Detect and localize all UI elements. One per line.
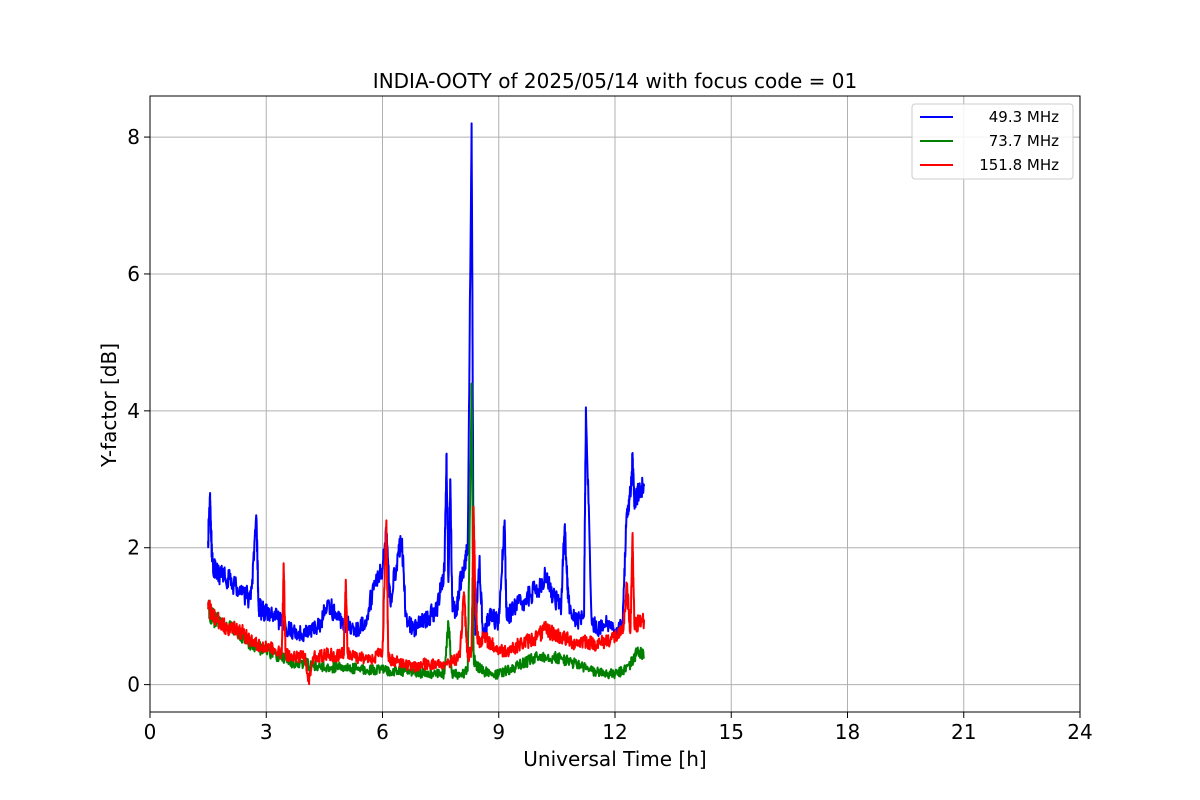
x-tick-label: 6 bbox=[376, 720, 389, 744]
y-tick-label: 4 bbox=[127, 399, 140, 423]
y-tick-label: 2 bbox=[127, 536, 140, 560]
series-line bbox=[207, 122, 646, 643]
x-tick-label: 9 bbox=[492, 720, 505, 744]
x-axis-label: Universal Time [h] bbox=[523, 747, 706, 771]
x-tick-label: 21 bbox=[951, 720, 976, 744]
legend-box bbox=[911, 103, 1074, 180]
series-layer bbox=[207, 122, 646, 686]
x-tick-label: 15 bbox=[719, 720, 744, 744]
x-axis-ticks: 0 3 6 9 12 15 18 21 24 bbox=[144, 712, 1093, 744]
y-tick-label: 0 bbox=[127, 673, 140, 697]
legend-label: 49.3 MHz bbox=[989, 108, 1059, 126]
chart-title: INDIA-OOTY of 2025/05/14 with focus code… bbox=[373, 69, 857, 93]
legend-label: 151.8 MHz bbox=[979, 156, 1059, 174]
y-axis-ticks: 0 2 4 6 8 bbox=[127, 125, 150, 697]
y-tick-label: 6 bbox=[127, 262, 140, 286]
series-line bbox=[207, 505, 646, 686]
legend-label: 73.7 MHz bbox=[989, 132, 1059, 150]
legend: 49.3 MHz 73.7 MHz 151.8 MHz bbox=[911, 103, 1074, 180]
x-tick-label: 12 bbox=[602, 720, 627, 744]
x-tick-label: 3 bbox=[260, 720, 273, 744]
y-tick-label: 8 bbox=[127, 125, 140, 149]
x-tick-label: 24 bbox=[1067, 720, 1092, 744]
y-axis-label: Y-factor [dB] bbox=[97, 343, 121, 468]
x-tick-label: 18 bbox=[835, 720, 860, 744]
x-tick-label: 0 bbox=[144, 720, 157, 744]
